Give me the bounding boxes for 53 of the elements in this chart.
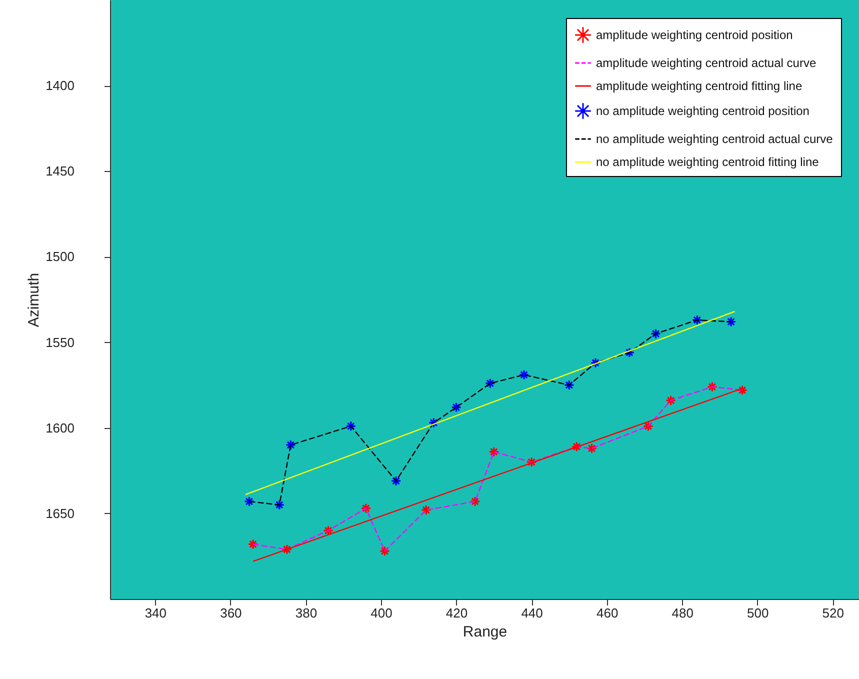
point <box>274 500 285 510</box>
x-tick-label: 480 <box>672 606 694 620</box>
point <box>666 395 676 406</box>
x-axis-title: Range <box>462 624 508 640</box>
point <box>706 382 718 392</box>
point <box>624 347 635 358</box>
point <box>451 402 462 413</box>
legend-label: amplitude weighting centroid position <box>596 28 793 42</box>
point <box>248 538 258 550</box>
point <box>285 440 296 450</box>
x-tick-label: 520 <box>822 606 844 620</box>
point <box>390 476 402 486</box>
point <box>420 504 432 516</box>
legend-label: amplitude weighting centroid fitting line <box>596 79 802 93</box>
point <box>360 503 372 514</box>
legend-label: no amplitude weighting centroid position <box>596 104 810 118</box>
x-tick-label: 360 <box>220 606 242 620</box>
point <box>379 546 390 556</box>
legend-label: no amplitude weighting centroid actual curve <box>596 132 834 146</box>
point <box>484 378 496 389</box>
point <box>571 441 582 452</box>
legend-label: amplitude weighting centroid actual curve <box>596 56 816 70</box>
point <box>586 443 598 454</box>
point <box>564 380 574 390</box>
x-tick-label: 400 <box>370 606 392 620</box>
point <box>726 316 736 328</box>
x-tick-label: 420 <box>446 606 468 620</box>
y-axis-title: Azimuth <box>26 272 43 328</box>
legend-label: no amplitude weighting centroid fitting line <box>596 155 820 169</box>
y-tick-label: 1550 <box>46 334 74 350</box>
y-tick-label: 1500 <box>46 249 74 264</box>
point <box>642 420 654 432</box>
point <box>488 446 500 458</box>
point <box>428 417 439 428</box>
point <box>346 420 356 432</box>
point <box>244 496 255 507</box>
x-tick-label: 460 <box>596 606 618 620</box>
point <box>518 370 530 380</box>
point <box>323 525 334 536</box>
point <box>692 314 702 326</box>
point <box>590 358 601 368</box>
point <box>526 456 537 468</box>
x-tick-label: 340 <box>144 606 167 620</box>
point <box>282 544 292 555</box>
point <box>650 328 662 339</box>
y-tick-label: 1650 <box>46 506 74 521</box>
y-tick-label: 1600 <box>46 420 74 436</box>
x-tick-label: 380 <box>295 606 318 620</box>
point <box>470 496 480 507</box>
y-tick-label: 1450 <box>46 164 74 179</box>
x-tick-label: 500 <box>747 606 769 620</box>
x-tick-label: 440 <box>521 606 543 620</box>
y-tick-label: 1400 <box>46 78 74 94</box>
